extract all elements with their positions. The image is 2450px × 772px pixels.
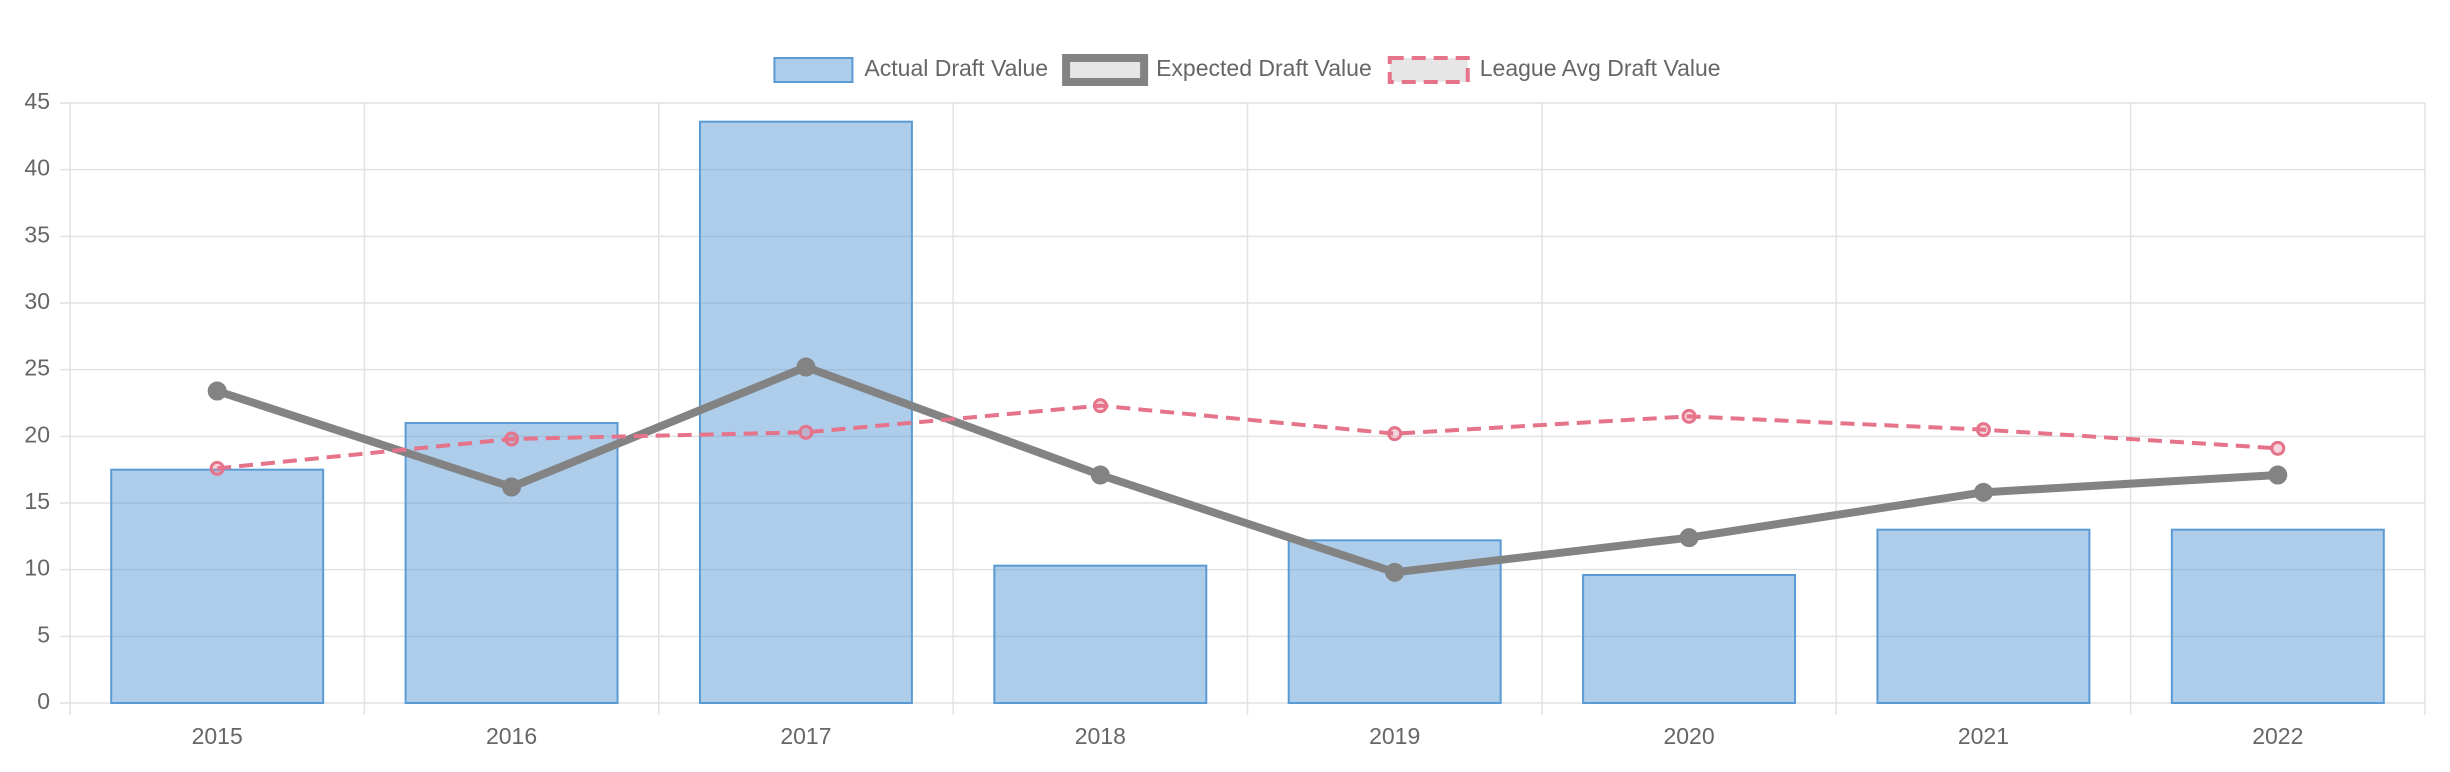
point xyxy=(1387,426,1403,442)
bar xyxy=(1582,574,1797,704)
x-tick-label: 2020 xyxy=(1663,723,1714,749)
y-tick-label: 45 xyxy=(24,88,50,114)
bar xyxy=(1876,528,2091,705)
legend-label: League Avg Draft Value xyxy=(1480,55,1721,81)
x-tick-label: 2016 xyxy=(486,723,537,749)
y-tick-label: 15 xyxy=(24,488,50,514)
y-tick-label: 40 xyxy=(24,155,50,181)
x-tick-label: 2018 xyxy=(1075,723,1126,749)
line xyxy=(215,363,2279,577)
legend-label: Actual Draft Value xyxy=(864,55,1048,81)
point xyxy=(1973,482,1993,502)
point xyxy=(209,460,225,476)
bar xyxy=(698,120,913,704)
y-tick-label: 5 xyxy=(37,621,50,647)
legend-swatch xyxy=(1062,54,1149,86)
point xyxy=(1681,408,1697,424)
y-tick-label: 10 xyxy=(24,555,50,581)
legend-label: Expected Draft Value xyxy=(1156,55,1372,81)
y-tick-label: 25 xyxy=(24,355,50,381)
bar xyxy=(110,468,325,704)
bar xyxy=(2170,528,2385,705)
y-tick-label: 20 xyxy=(24,421,50,447)
point xyxy=(798,424,814,440)
line xyxy=(216,403,2278,471)
y-tick-label: 30 xyxy=(24,288,50,314)
point xyxy=(1975,422,1991,438)
y-tick-label: 35 xyxy=(24,221,50,247)
x-tick-label: 2019 xyxy=(1369,723,1420,749)
point xyxy=(2270,440,2286,456)
x-tick-label: 2021 xyxy=(1958,723,2009,749)
point xyxy=(1092,398,1108,414)
bar xyxy=(993,564,1208,705)
point xyxy=(1385,562,1405,582)
point xyxy=(502,477,522,497)
point xyxy=(1090,465,1110,485)
point xyxy=(1679,528,1699,548)
bar xyxy=(404,422,619,704)
point xyxy=(504,431,520,447)
x-tick-label: 2015 xyxy=(192,723,243,749)
legend-swatch xyxy=(773,57,854,83)
x-tick-label: 2022 xyxy=(2252,723,2303,749)
legend-swatch xyxy=(1387,56,1470,84)
x-tick-label: 2017 xyxy=(780,723,831,749)
point xyxy=(207,381,227,401)
point xyxy=(2268,465,2288,485)
point xyxy=(796,357,816,377)
y-tick-label: 0 xyxy=(37,688,50,714)
